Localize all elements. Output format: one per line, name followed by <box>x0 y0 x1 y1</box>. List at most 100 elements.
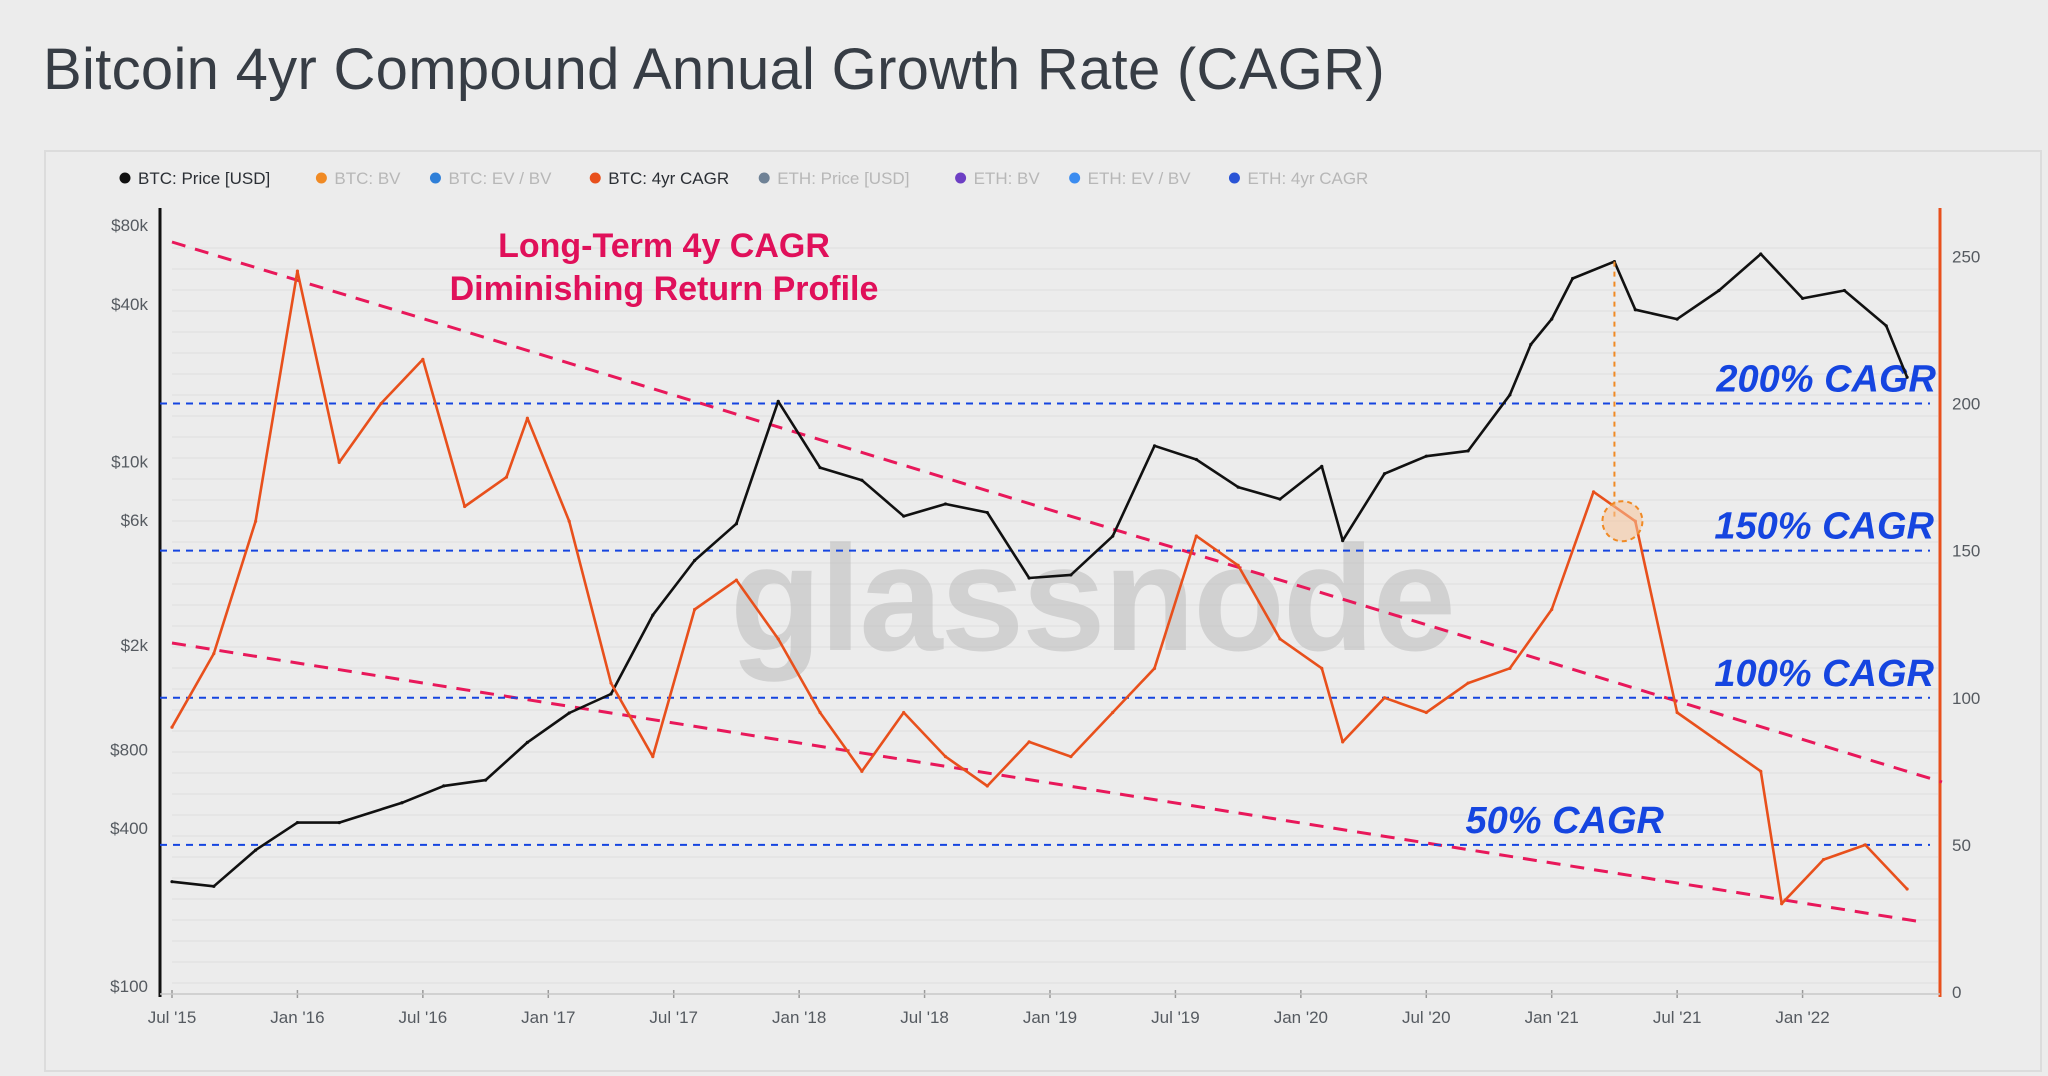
cagr-level-label-200: 200% CAGR <box>1715 359 1936 401</box>
series-0-point <box>525 740 529 744</box>
cagr-level-label-150: 150% CAGR <box>1714 506 1934 548</box>
x-tick-2: Jul '16 <box>399 1008 448 1027</box>
legend-dot-3[interactable] <box>589 172 601 184</box>
series-1-point <box>776 637 780 641</box>
series-1-point <box>1027 740 1031 744</box>
series-0-point <box>170 880 174 884</box>
legend-item-1[interactable]: BTC: BV <box>334 169 401 188</box>
series-0-point <box>1069 573 1073 577</box>
series-0-point <box>609 692 613 696</box>
cagr-levels: 200% CAGR 150% CAGR 100% CAGR 50% CAGR <box>160 359 1937 846</box>
series-0-point <box>483 778 488 782</box>
series-1-point <box>463 504 467 509</box>
series-1-point <box>1111 710 1115 715</box>
left-tick-7: $80k <box>111 216 148 235</box>
x-tick-9: Jan '20 <box>1274 1008 1328 1027</box>
lower-trend-line <box>171 641 1923 924</box>
legend-item-5[interactable]: ETH: BV <box>974 169 1041 188</box>
series-1-point <box>1550 607 1554 612</box>
series-0-point <box>1884 324 1888 328</box>
cagr-level-label-100: 100% CAGR <box>1714 653 1934 695</box>
page-title: Bitcoin 4yr Compound Annual Growth Rate … <box>43 37 1385 102</box>
series-0-point <box>651 613 655 617</box>
series-1-point <box>1905 887 1909 891</box>
x-tick-3: Jan '17 <box>521 1008 575 1027</box>
upper-trend-line <box>171 240 1943 784</box>
legend-item-4[interactable]: ETH: Price [USD] <box>777 169 909 188</box>
series-0-point <box>902 514 906 518</box>
series-0-point <box>1382 472 1387 476</box>
x-tick-4: Jul '17 <box>649 1008 698 1027</box>
legend-item-6[interactable]: ETH: EV / BV <box>1088 169 1192 188</box>
series-1-point <box>1821 857 1826 862</box>
x-tick-6: Jul '18 <box>900 1008 949 1027</box>
left-tick-3: $2k <box>121 636 149 655</box>
series-0-point <box>1571 276 1575 281</box>
right-tick-3: 150 <box>1952 542 1980 561</box>
series-0-point <box>1194 457 1198 462</box>
series-1-point <box>1341 740 1345 744</box>
x-tick-0: Jul '15 <box>148 1008 197 1027</box>
series-1-point <box>337 460 341 464</box>
series-1-point <box>1152 666 1157 670</box>
series-1-point <box>1591 490 1596 494</box>
series-0-point <box>693 558 697 563</box>
series-0-point <box>1027 576 1031 580</box>
series-1-point <box>1759 769 1763 773</box>
x-tick-11: Jan '21 <box>1525 1008 1579 1027</box>
cagr-level-label-50: 50% CAGR <box>1466 800 1665 842</box>
series-0-point <box>985 510 989 515</box>
x-tick-5: Jan '18 <box>772 1008 826 1027</box>
series-0-point <box>1550 317 1554 321</box>
right-tick-4: 200 <box>1952 395 1980 414</box>
right-tick-0: 0 <box>1952 983 1961 1002</box>
legend-dot-5[interactable] <box>955 172 967 184</box>
series-1-point <box>1194 534 1198 538</box>
annotations: Long-Term 4y CAGR Diminishing Return Pro… <box>450 227 1644 543</box>
series-1-point <box>1508 666 1512 670</box>
right-tick-1: 50 <box>1952 836 1971 855</box>
left-tick-2: $800 <box>110 740 148 759</box>
legend-item-2[interactable]: BTC: EV / BV <box>448 169 552 188</box>
series-1-point <box>1320 666 1324 670</box>
annotation-title-line2: Diminishing Return Profile <box>450 270 879 308</box>
series-1-point <box>525 416 529 420</box>
trend-lines <box>171 240 1943 924</box>
series-0-point <box>254 848 258 852</box>
left-tick-5: $10k <box>111 453 148 472</box>
series-0-point <box>1529 342 1533 347</box>
series-1-point <box>421 357 425 362</box>
legend-dot-0[interactable] <box>119 172 131 184</box>
legend-item-0[interactable]: BTC: Price [USD] <box>138 169 270 188</box>
series-0-point <box>776 399 780 403</box>
series-1-point <box>1069 755 1073 759</box>
x-tick-8: Jul '19 <box>1151 1008 1200 1027</box>
peak-highlight-circle <box>1601 500 1644 543</box>
left-tick-1: $400 <box>110 819 148 838</box>
series-0-point <box>1152 444 1157 448</box>
series-0-point <box>1905 375 1909 379</box>
series-0-point <box>1466 449 1470 453</box>
series-0-point <box>1320 464 1324 468</box>
left-tick-6: $40k <box>111 295 148 314</box>
legend-item-7[interactable]: ETH: 4yr CAGR <box>1247 169 1368 188</box>
legend-dot-7[interactable] <box>1228 172 1240 184</box>
legend-dot-1[interactable] <box>315 172 327 184</box>
series-0-point <box>1675 317 1679 321</box>
series-1-point <box>943 755 948 759</box>
series-1-point <box>1780 902 1784 906</box>
x-tick-10: Jul '20 <box>1402 1008 1451 1027</box>
series-0-point <box>818 465 822 470</box>
legend-dot-2[interactable] <box>429 172 441 184</box>
legend-dot-6[interactable] <box>1069 172 1081 184</box>
legend-dot-4[interactable] <box>758 172 770 184</box>
series-1-point <box>212 652 216 656</box>
series-0-point <box>1424 454 1428 458</box>
series-0-point <box>1759 252 1763 256</box>
x-tick-13: Jan '22 <box>1775 1008 1829 1027</box>
series-1-point <box>170 725 174 729</box>
series-1-point <box>567 519 571 523</box>
series-0-point <box>1278 497 1282 501</box>
legend-item-3[interactable]: BTC: 4yr CAGR <box>608 169 729 188</box>
series-1-point <box>1675 710 1679 715</box>
